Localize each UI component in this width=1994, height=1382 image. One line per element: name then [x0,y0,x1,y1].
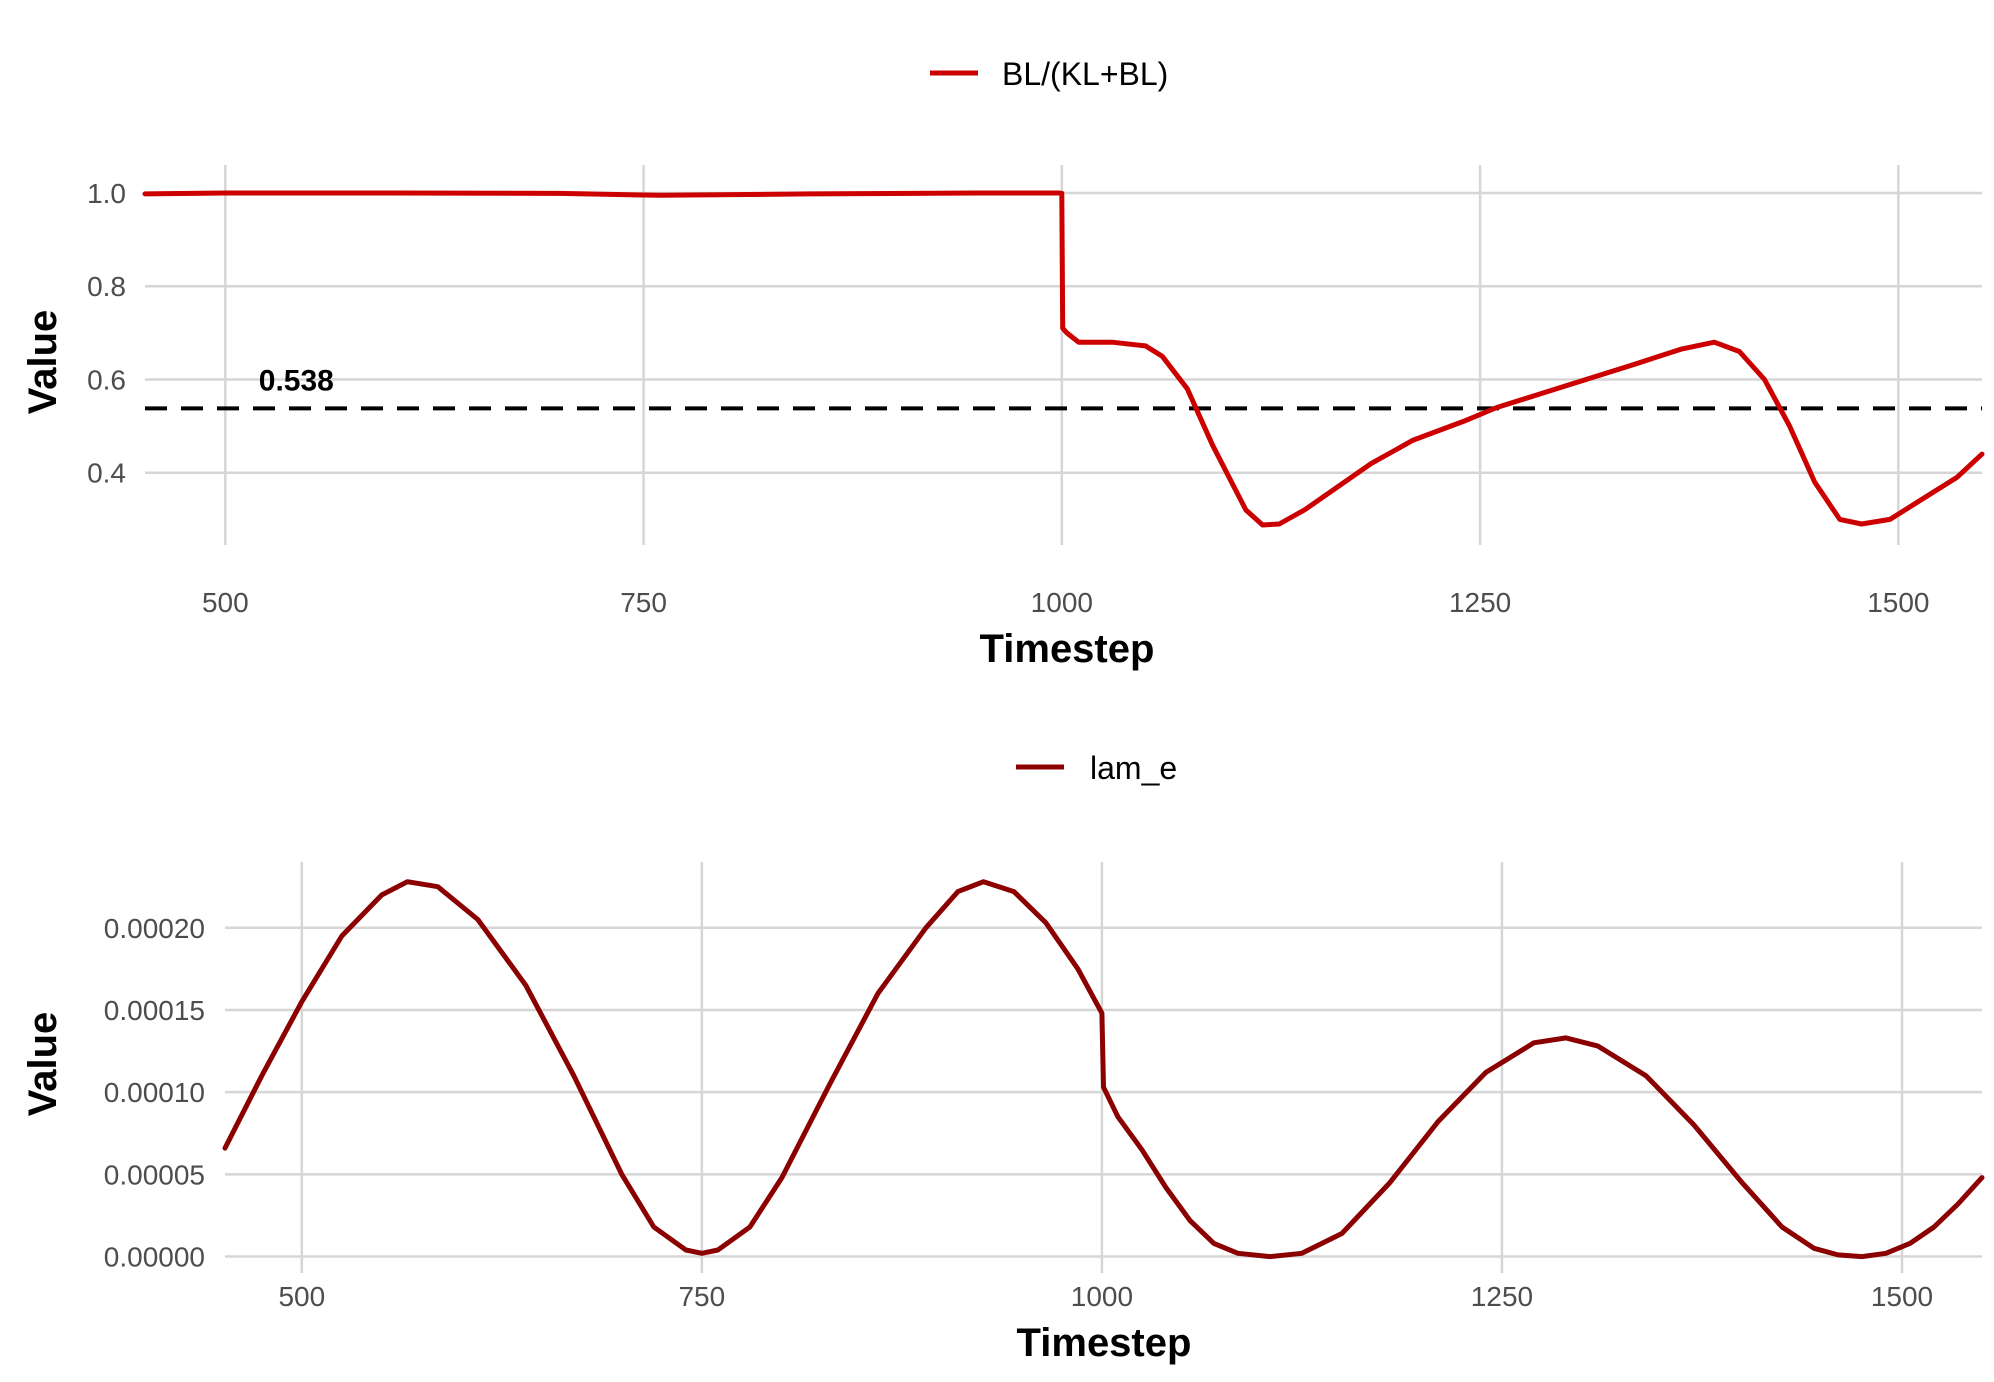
x-tick-label: 750 [678,1281,725,1312]
y-tick-label: 1.0 [87,178,126,209]
y-tick-label: 0.00010 [104,1077,205,1108]
x-tick-label: 1250 [1449,587,1511,618]
y-axis-title: Value [21,1012,65,1117]
x-axis-title: Timestep [1017,1321,1192,1365]
legend-label: BL/(KL+BL) [1002,56,1168,92]
x-tick-label: 750 [620,587,667,618]
x-tick-label: 500 [202,587,249,618]
y-tick-label: 0.00015 [104,995,205,1026]
x-tick-label: 1500 [1871,1281,1933,1312]
y-tick-label: 0.00005 [104,1159,205,1190]
x-tick-label: 500 [278,1281,325,1312]
series-group [142,190,1985,528]
y-tick-label: 0.8 [87,271,126,302]
reference-line-group: 0.538 [145,364,1982,411]
panel-lam-e: lam_e 500 750 1000 1250 1500 0.000000.000050… [21,750,1985,1365]
series-line [142,190,1985,528]
series-line [222,879,1985,1260]
y-tick-labels: 0.4 0.6 0.8 1.0 [87,178,126,489]
y-tick-label: 0.4 [87,458,126,489]
x-tick-label: 1500 [1867,587,1929,618]
x-tick-labels: 500 750 1000 1250 1500 [202,587,1930,618]
x-tick-labels: 500 750 1000 1250 1500 [278,1281,1933,1312]
y-tick-label: 0.00020 [104,913,205,944]
reference-line-label: 0.538 [259,364,334,397]
grid-lines [225,862,1982,1273]
y-axis-title: Value [21,310,65,415]
legend: BL/(KL+BL) [930,56,1168,92]
series-group [222,879,1985,1260]
x-tick-label: 1250 [1471,1281,1533,1312]
y-tick-label: 0.6 [87,364,126,395]
y-tick-labels: 0.00000 0.00005 0.00010 0.00015 0.00020 [104,913,205,1273]
legend: lam_e [1016,750,1177,786]
panel-ratio: BL/(KL+BL) 500 750 1000 1250 1500 0.4 0.6 0.8 1… [21,56,1985,671]
y-tick-label: 0.00000 [104,1242,205,1273]
legend-label: lam_e [1090,750,1177,786]
x-axis-title: Timestep [980,627,1155,671]
x-tick-label: 1000 [1031,587,1093,618]
x-tick-label: 1000 [1071,1281,1133,1312]
